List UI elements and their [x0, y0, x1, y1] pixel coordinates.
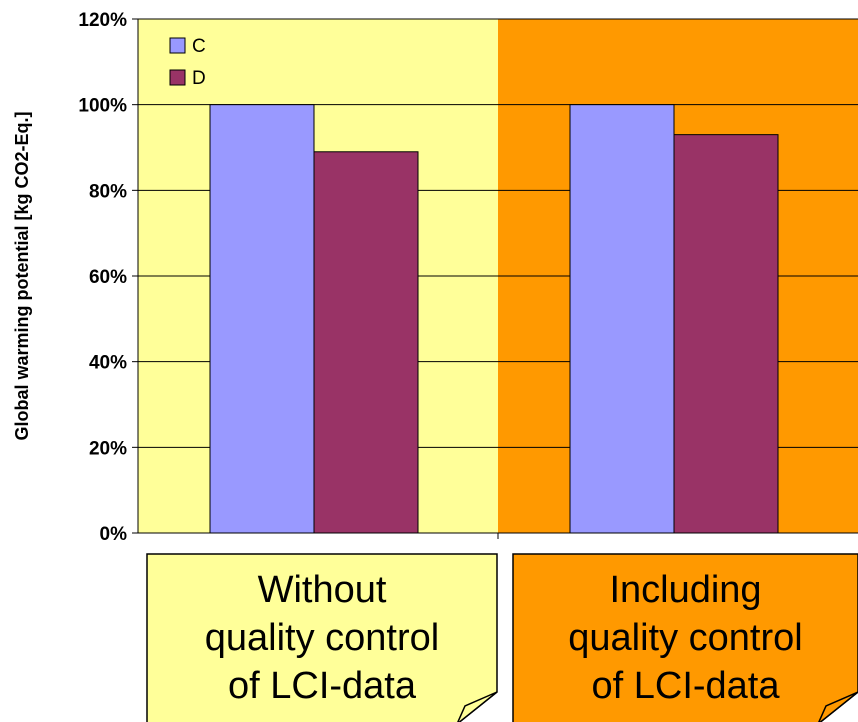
y-tick-label-0: 0% [100, 524, 128, 545]
annotation-line-2-2: quality control [568, 617, 802, 659]
legend-swatch-C [169, 37, 186, 54]
legend-label-D: D [192, 68, 206, 89]
y-tick-label-20: 20% [89, 438, 127, 459]
annotation-line-1-1: Without [258, 569, 387, 611]
annotation-line-1-3: of LCI-data [228, 665, 417, 707]
y-tick-labels: 0% 20% 40% 60% 80% 100% 120% [78, 10, 138, 545]
bar-D-2 [673, 134, 779, 534]
annotation-fold-2 [818, 691, 858, 722]
bars [209, 104, 779, 534]
legend-swatch-D [169, 69, 186, 86]
annotation-line-1-2: quality control [205, 617, 439, 659]
legend-label-C: C [192, 36, 206, 57]
legend: CD [166, 29, 216, 95]
y-tick-label-40: 40% [89, 353, 127, 374]
annotations: Without quality control of LCI-data Includi… [146, 553, 858, 722]
annotation-line-2-3: of LCI-data [592, 665, 781, 707]
annotation-line-2-1: Including [609, 569, 761, 611]
y-tick-label-80: 80% [89, 181, 127, 202]
annotation-fold-1 [457, 691, 498, 722]
bar-C-2 [569, 104, 675, 534]
y-tick-label-120: 120% [78, 10, 127, 31]
bar-C-1 [209, 104, 315, 534]
y-axis-label: Global warming potential [kg CO2-Eq.] [12, 111, 32, 440]
bar-D-1 [313, 151, 419, 534]
y-tick-label-100: 100% [78, 96, 127, 117]
y-tick-label-60: 60% [89, 267, 127, 288]
